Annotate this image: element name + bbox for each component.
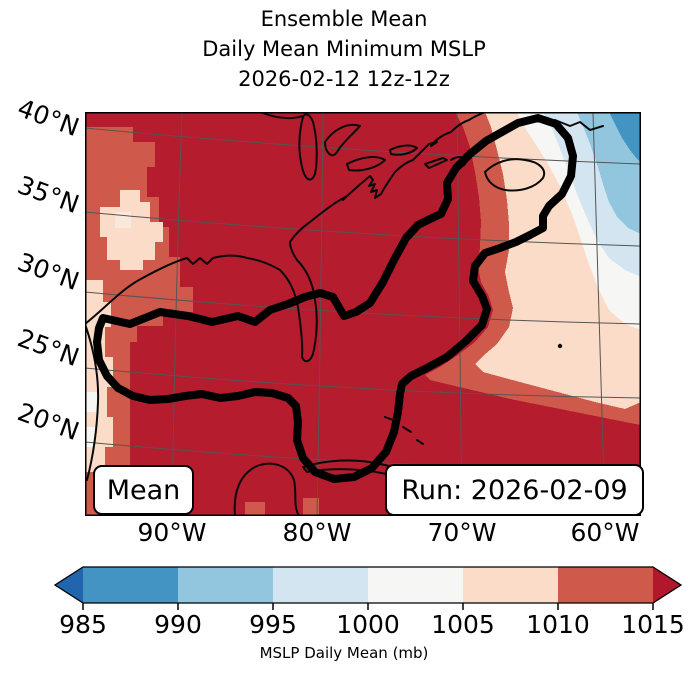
fill-left-edge-peach [85, 280, 113, 472]
fill-bottom-patch-2 [303, 498, 319, 516]
bold-mean-contour [93, 114, 577, 483]
lat-tick-20n: 20°N [13, 397, 83, 447]
colorbar-ticks [82, 603, 654, 610]
fill-left-white-patch-1 [85, 392, 97, 412]
fill-west-peach-patch [100, 190, 163, 270]
colorbar-axis-label: MSLP Daily Mean (mb) [259, 644, 429, 662]
cb-tick-985: 985 [59, 610, 107, 639]
lat-tick-30n: 30°N [13, 247, 83, 297]
run-annotation-text: Run: 2026-02-09 [401, 474, 628, 506]
lon-tick-80w: 80°W [282, 518, 352, 547]
colorbar-over-arrow [653, 567, 681, 603]
colorbar-under-arrow [55, 567, 83, 603]
title-line-2: Daily Mean Minimum MSLP [202, 37, 486, 61]
fill-bottom-patch-1 [245, 502, 265, 516]
colorbar [53, 566, 683, 610]
fill-ne-985-990 [609, 112, 641, 162]
colorbar-seg-1000-1005 [368, 567, 463, 603]
colorbar-seg-1005-1010 [463, 567, 558, 603]
lon-tick-60w: 60°W [570, 518, 640, 547]
lon-tick-90w: 90°W [137, 518, 207, 547]
mean-annotation-box: Mean [93, 465, 194, 515]
lat-tick-40n: 40°N [13, 93, 83, 143]
cb-tick-990: 990 [154, 610, 202, 639]
lon-tick-70w: 70°W [427, 518, 497, 547]
cb-tick-995: 995 [249, 610, 297, 639]
cb-tick-1000: 1000 [336, 610, 400, 639]
cb-tick-1005: 1005 [431, 610, 495, 639]
cb-tick-1010: 1010 [526, 610, 590, 639]
colorbar-seg-990-995 [178, 567, 273, 603]
axes-frame [85, 112, 641, 516]
bermuda-island [557, 343, 563, 349]
run-annotation-box: Run: 2026-02-09 [385, 464, 644, 516]
title-line-1: Ensemble Mean [260, 7, 428, 31]
mean-annotation-text: Mean [106, 474, 181, 506]
cb-tick-1015: 1015 [621, 610, 685, 639]
fill-west-pale-patch [115, 212, 131, 228]
colorbar-seg-985-990 [83, 567, 178, 603]
map-axes [84, 111, 642, 517]
lat-tick-35n: 35°N [13, 170, 83, 220]
title-line-3: 2026-02-12 12z-12z [238, 67, 450, 91]
colorbar-seg-995-1000 [273, 567, 368, 603]
mslp-map [84, 111, 642, 517]
fill-left-white-patch-2 [85, 427, 95, 447]
lat-tick-25n: 25°N [13, 323, 83, 373]
colorbar-seg-1010-1015 [558, 567, 653, 603]
